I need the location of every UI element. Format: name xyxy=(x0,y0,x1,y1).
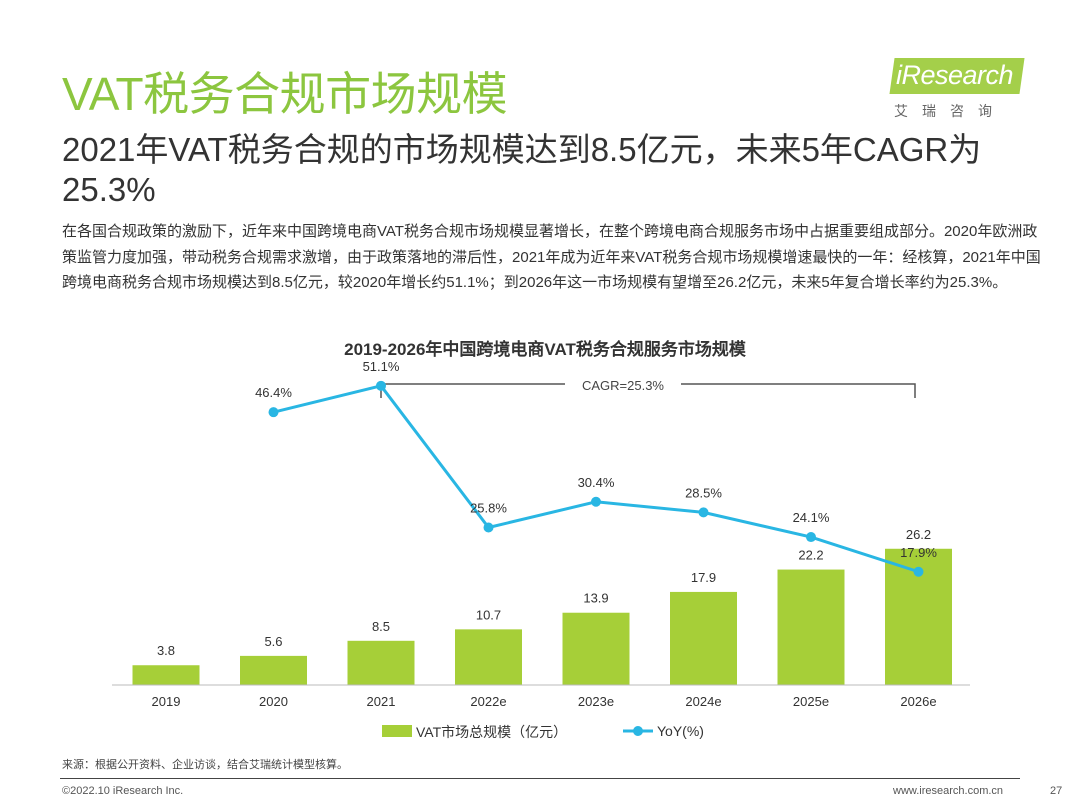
market-size-chart: 2019-2026年中国跨境电商VAT税务合规服务市场规模 CAGR=25.3%… xyxy=(112,339,970,740)
chart-title: 2019-2026年中国跨境电商VAT税务合规服务市场规模 xyxy=(344,339,747,359)
yoy-value-label: 51.1% xyxy=(363,359,400,374)
yoy-value-label: 25.8% xyxy=(470,501,507,516)
yoy-point-2022e xyxy=(483,522,494,533)
bar-2022e xyxy=(455,629,522,685)
x-tick-label: 2024e xyxy=(685,694,721,709)
bar-value-label: 3.8 xyxy=(157,643,175,658)
legend-line-label: YoY(%) xyxy=(657,723,704,739)
x-tick-label: 2026e xyxy=(900,694,936,709)
source-note: 来源：根据公开资料、企业访谈，结合艾瑞统计模型核算。 xyxy=(62,759,348,771)
bar-value-label: 5.6 xyxy=(264,634,282,649)
yoy-point-2024e xyxy=(698,507,709,518)
bar-value-label: 13.9 xyxy=(583,591,608,606)
bar-value-label: 17.9 xyxy=(691,570,716,585)
iresearch-logo: iResearch 艾瑞咨询 xyxy=(889,58,1028,122)
bar-value-label: 10.7 xyxy=(476,607,501,622)
legend-bar-swatch xyxy=(382,725,412,737)
x-tick-label: 2023e xyxy=(578,694,614,709)
bar-2024e xyxy=(670,591,737,685)
page-subtitle: 2021年VAT税务合规的市场规模达到8.5亿元，未来5年CAGR为25.3% xyxy=(62,131,982,208)
bar-2020 xyxy=(240,655,307,685)
x-tick-label: 2020 xyxy=(259,694,288,709)
x-tick-label: 2022e xyxy=(470,694,506,709)
footer-divider xyxy=(60,778,1020,779)
yoy-point-2021 xyxy=(376,380,386,391)
bar-value-label: 26.2 xyxy=(906,527,931,542)
yoy-value-label: 46.4% xyxy=(255,385,292,400)
yoy-value-label: 28.5% xyxy=(685,485,722,500)
x-tick-label: 2019 xyxy=(152,694,181,709)
yoy-value-label: 17.9% xyxy=(900,545,937,560)
description-paragraph: 在各国合规政策的激励下，近年来中国跨境电商VAT税务合规市场规模显著增长，在整个… xyxy=(62,223,1041,291)
website-link[interactable]: www.iresearch.com.cn xyxy=(893,785,1004,797)
bar-2023e xyxy=(562,612,630,685)
legend-bar-label: VAT市场总规模（亿元） xyxy=(416,724,567,740)
x-tick-label: 2021 xyxy=(367,694,396,709)
yoy-value-label: 30.4% xyxy=(578,475,615,490)
yoy-value-label: 24.1% xyxy=(793,510,830,525)
page-number: 27 xyxy=(1050,785,1063,797)
x-tick-label: 2025e xyxy=(793,694,829,709)
yoy-point-2025e xyxy=(806,532,816,543)
legend-line-marker xyxy=(633,726,643,736)
bar-value-label: 22.2 xyxy=(798,548,823,563)
bar-value-label: 8.5 xyxy=(372,619,390,634)
logo-subtext: 艾瑞咨询 xyxy=(894,103,1006,119)
yoy-point-2023e xyxy=(591,496,601,507)
copyright: ©2022.10 iResearch Inc. xyxy=(62,785,184,797)
cagr-label: CAGR=25.3% xyxy=(582,378,664,393)
bar-2021 xyxy=(347,640,415,685)
yoy-point-2026e xyxy=(913,566,924,577)
yoy-point-2020 xyxy=(268,407,279,418)
bar-2025e xyxy=(777,569,845,685)
logo-text: iResearch xyxy=(896,60,1014,90)
bar-2019 xyxy=(132,665,200,685)
page-title: VAT税务合规市场规模 xyxy=(62,68,508,120)
